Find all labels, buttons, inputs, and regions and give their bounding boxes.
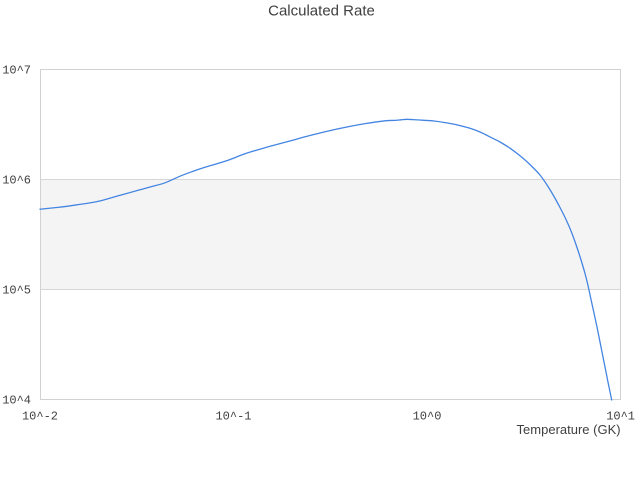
svg-text:10^5: 10^5: [2, 284, 31, 298]
svg-text:10^-2: 10^-2: [22, 409, 58, 423]
svg-text:10^1: 10^1: [606, 409, 635, 423]
svg-text:Temperature (GK): Temperature (GK): [517, 422, 621, 437]
svg-text:10^7: 10^7: [2, 64, 31, 78]
svg-text:Calculated Rate: Calculated Rate: [268, 3, 375, 20]
svg-text:10^0: 10^0: [413, 409, 442, 423]
svg-text:10^6: 10^6: [2, 174, 31, 188]
svg-text:10^4: 10^4: [2, 394, 31, 408]
svg-text:10^-1: 10^-1: [215, 409, 251, 423]
